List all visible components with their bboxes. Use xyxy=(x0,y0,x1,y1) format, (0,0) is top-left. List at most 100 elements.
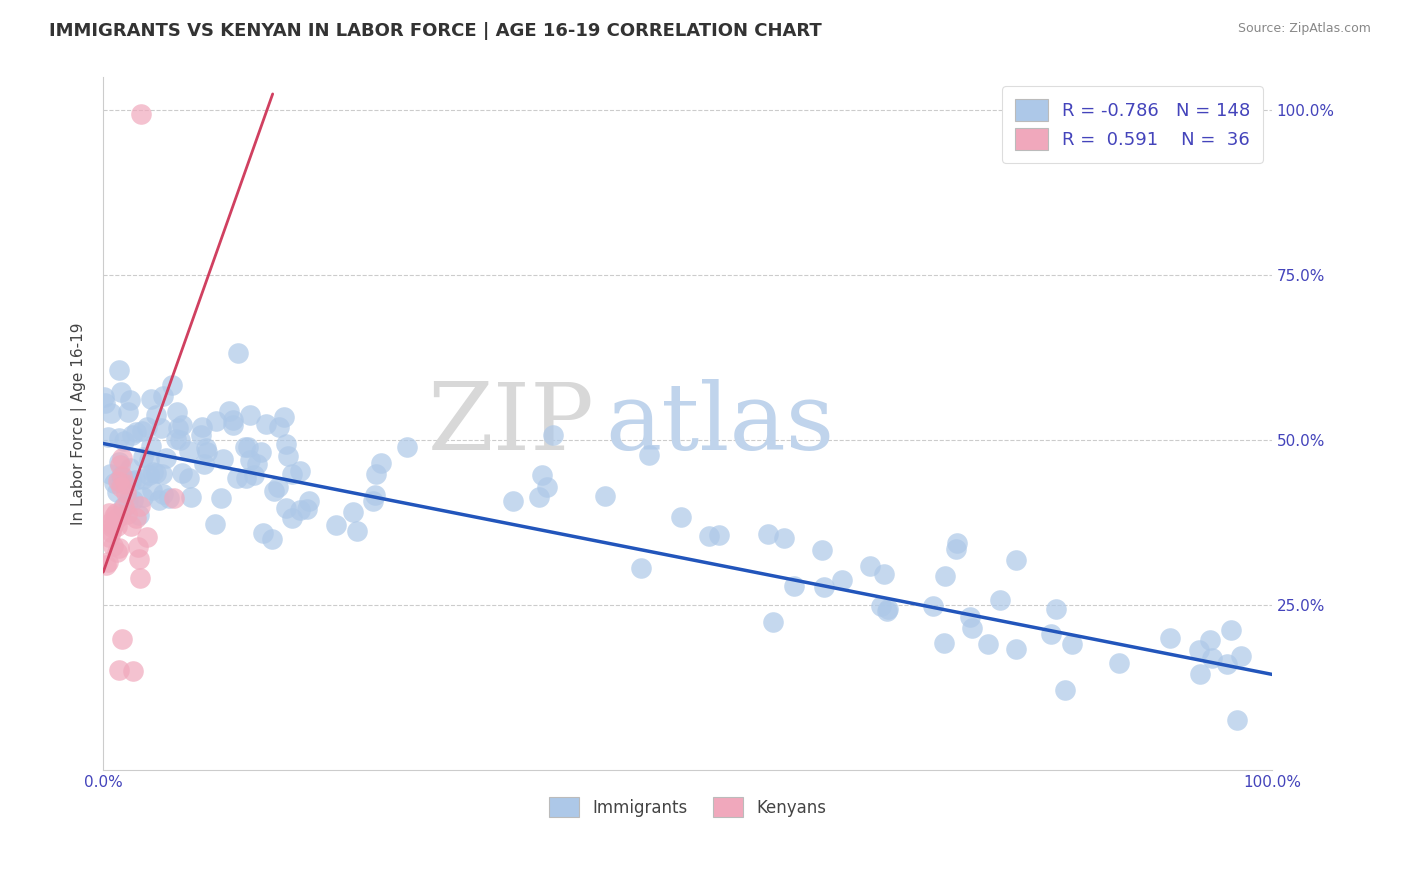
Point xyxy=(1220,623,1243,637)
Point xyxy=(105,510,128,524)
Point xyxy=(120,519,142,533)
Point xyxy=(274,501,297,516)
Point xyxy=(122,664,145,678)
Point xyxy=(110,468,132,483)
Point xyxy=(541,427,564,442)
Point xyxy=(502,494,524,508)
Point xyxy=(288,464,311,478)
Text: ZIP: ZIP xyxy=(427,379,595,468)
Point xyxy=(152,389,174,403)
Point xyxy=(120,474,142,488)
Point xyxy=(988,593,1011,607)
Point xyxy=(593,489,616,503)
Point xyxy=(1230,648,1253,663)
Point xyxy=(111,468,134,483)
Point xyxy=(110,384,132,399)
Point xyxy=(921,599,943,613)
Point xyxy=(111,632,134,647)
Point xyxy=(295,502,318,516)
Point xyxy=(118,393,141,408)
Point xyxy=(638,448,661,462)
Point xyxy=(177,471,200,485)
Point xyxy=(149,421,172,435)
Point xyxy=(1188,642,1211,657)
Point xyxy=(1108,656,1130,670)
Point xyxy=(112,500,135,514)
Point xyxy=(155,451,177,466)
Point xyxy=(131,472,153,486)
Point xyxy=(756,527,779,541)
Point xyxy=(813,580,835,594)
Point xyxy=(111,451,134,466)
Point xyxy=(669,510,692,524)
Point xyxy=(100,515,122,529)
Point xyxy=(105,484,128,499)
Point xyxy=(527,490,550,504)
Point xyxy=(370,456,392,470)
Point xyxy=(103,517,125,532)
Point xyxy=(152,486,174,500)
Point xyxy=(772,532,794,546)
Point xyxy=(94,558,117,572)
Point xyxy=(166,421,188,435)
Point xyxy=(141,392,163,406)
Point xyxy=(811,543,834,558)
Legend: Immigrants, Kenyans: Immigrants, Kenyans xyxy=(543,790,832,824)
Point xyxy=(630,561,652,575)
Point xyxy=(288,502,311,516)
Point xyxy=(107,474,129,488)
Point xyxy=(132,490,155,504)
Point xyxy=(179,443,201,458)
Point xyxy=(212,451,235,466)
Point xyxy=(128,500,150,514)
Point xyxy=(1216,657,1239,671)
Point xyxy=(108,541,131,556)
Point xyxy=(932,635,955,649)
Point xyxy=(150,467,173,482)
Point xyxy=(228,345,250,359)
Point xyxy=(869,599,891,613)
Point xyxy=(277,449,299,463)
Point xyxy=(235,471,257,485)
Point xyxy=(959,610,981,624)
Point xyxy=(97,430,120,444)
Point xyxy=(222,413,245,427)
Point xyxy=(114,476,136,491)
Point xyxy=(101,539,124,553)
Point xyxy=(108,458,131,472)
Point xyxy=(145,408,167,422)
Point xyxy=(129,106,152,120)
Point xyxy=(236,441,259,455)
Point xyxy=(115,486,138,500)
Point xyxy=(94,396,117,410)
Point xyxy=(141,483,163,498)
Point xyxy=(97,555,120,569)
Point xyxy=(267,480,290,494)
Point xyxy=(1060,637,1083,651)
Point xyxy=(325,518,347,533)
Point xyxy=(876,604,898,618)
Point xyxy=(1159,632,1181,646)
Point xyxy=(145,467,167,481)
Point xyxy=(239,409,262,423)
Point xyxy=(762,615,785,630)
Point xyxy=(120,461,142,475)
Point xyxy=(222,418,245,433)
Point xyxy=(165,432,187,446)
Point xyxy=(170,467,193,481)
Point xyxy=(170,417,193,432)
Text: IMMIGRANTS VS KENYAN IN LABOR FORCE | AGE 16-19 CORRELATION CHART: IMMIGRANTS VS KENYAN IN LABOR FORCE | AG… xyxy=(49,22,823,40)
Point xyxy=(342,505,364,519)
Point xyxy=(108,663,131,677)
Point xyxy=(1188,667,1211,681)
Point xyxy=(115,508,138,522)
Point xyxy=(260,532,283,546)
Point xyxy=(100,525,122,540)
Point xyxy=(1201,651,1223,665)
Point xyxy=(1005,642,1028,657)
Point xyxy=(273,409,295,424)
Point xyxy=(831,574,853,588)
Point xyxy=(105,544,128,558)
Point xyxy=(122,492,145,507)
Point xyxy=(361,494,384,508)
